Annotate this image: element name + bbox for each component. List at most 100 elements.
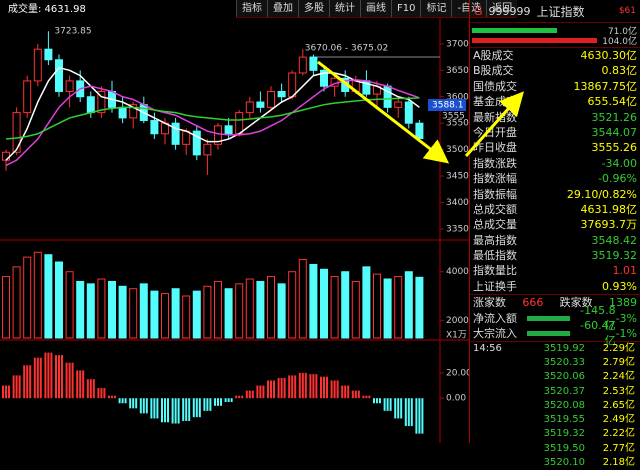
quote-row: 指数量比 1.01 (470, 263, 640, 278)
volume-bar (12, 266, 21, 339)
quote-row: 最新指数 3521.26 (470, 110, 640, 125)
quote-value: 29.10/0.82% (566, 187, 637, 201)
toolbar-button[interactable]: 指标 (236, 0, 267, 17)
quote-row: B股成交 0.83亿 (470, 63, 640, 78)
volume-bar (235, 283, 244, 339)
tick-price: 3519.92 (543, 342, 585, 354)
toolbar-button[interactable]: 返回 (486, 0, 517, 17)
volume-bar (44, 254, 53, 339)
price-marker: 3588.1 (432, 101, 464, 111)
candle-body (44, 48, 53, 61)
volume-bar (214, 280, 222, 339)
candle-body (415, 122, 424, 140)
quote-row: 最低指数 3519.32 (470, 248, 640, 263)
flow-pct: -3% (615, 311, 637, 325)
candle-body (404, 101, 413, 124)
quote-value: 4630.30亿 (580, 49, 638, 62)
volume-bar (65, 271, 74, 339)
quote-row: 国债成交 13867.75亿 (470, 79, 640, 94)
volume-bar (86, 283, 95, 339)
y-tick-label: 3600 (446, 92, 469, 102)
candle-body (171, 122, 180, 145)
candle-body (298, 56, 307, 74)
candle-body (203, 143, 212, 156)
volume-bar (341, 271, 350, 339)
candle-body (86, 96, 95, 114)
quote-label: 总成交量 (473, 218, 517, 232)
quote-value: 0.83亿 (601, 64, 638, 78)
quote-value: 655.54亿 (587, 95, 638, 109)
tick-time (473, 356, 523, 370)
y-tick-label: 3500 (446, 145, 469, 155)
breadth-label: 涨家数 (473, 296, 506, 310)
flow-value: -145.8亿 (580, 303, 616, 332)
tick-list: 14:56 3519.92 2.29亿 3520.33 2.79亿 3520.06 2.24… (470, 340, 640, 470)
candle-body (23, 80, 32, 114)
quote-label: 最高指数 (473, 233, 517, 247)
tick-volume: 2.79亿 (602, 356, 635, 368)
tick-price: 3520.06 (543, 371, 585, 383)
quote-row: 上证换手 0.93% (470, 279, 640, 294)
volume-bar (161, 293, 169, 339)
volume-bar (298, 259, 307, 339)
candle-body (394, 101, 403, 108)
candle-body (33, 48, 42, 82)
flow-label: 净流入额 (473, 312, 517, 326)
tick-row: 3520.08 2.65亿 (470, 399, 640, 413)
y-tick-label: 3350 (446, 224, 469, 234)
market-breadth: 涨家数 666 跌家数 1389 (470, 294, 640, 310)
tick-volume: 2.65亿 (602, 399, 635, 411)
tick-time (473, 399, 523, 413)
flow-bar (472, 28, 558, 33)
candle-body (118, 106, 127, 119)
tick-row: 3519.50 2.77亿 (470, 442, 640, 456)
quote-label: 最新指数 (473, 110, 517, 124)
candle-body (245, 101, 254, 114)
y-tick-label: 3650 (446, 66, 469, 76)
candle-body (351, 80, 360, 92)
quote-value: -34.00 (601, 156, 637, 170)
tick-time (473, 385, 523, 399)
quote-row: A股成交 4630.30亿 (470, 48, 640, 63)
toolbar-button[interactable]: 叠加 (267, 0, 298, 17)
y-tick-label: 3450 (446, 172, 469, 182)
quote-row: 最高指数 3548.42 (470, 233, 640, 248)
tick-row: 3520.10 2.18亿 (470, 456, 640, 470)
candle-body (309, 56, 318, 71)
quote-row: 总成交额 4631.98亿 (470, 202, 640, 217)
flow-bars: 71.0亿 104.0亿 (470, 23, 640, 48)
toolbar-button[interactable]: 统计 (329, 0, 360, 17)
toolbar-button[interactable]: 标记 (420, 0, 451, 17)
tick-time (473, 456, 523, 470)
quote-label: 指数振幅 (473, 187, 517, 201)
toolbar-button[interactable]: 多股 (298, 0, 329, 17)
volume-bar (224, 288, 233, 339)
y-tick-label: 20000 (446, 316, 470, 326)
flow-indicator (527, 315, 571, 321)
volume-bar (108, 280, 116, 339)
volume-bar (415, 276, 424, 339)
tick-price: 3520.37 (543, 385, 585, 397)
quote-value: 37693.7万 (580, 218, 638, 232)
quote-label: 指数涨跌 (473, 156, 517, 170)
volume-bar (320, 268, 328, 339)
volume-bar (33, 251, 42, 339)
tick-price: 3520.33 (543, 356, 585, 368)
quote-panel: G 999999 上证指数 $61 71.0亿 104.0亿 A股成交 4630.30亿 B股成… (469, 0, 640, 468)
quote-label: A股成交 (473, 49, 514, 62)
toolbar-button[interactable]: F10 (391, 0, 420, 17)
candle-body (150, 120, 159, 135)
quote-value: 3519.32 (591, 249, 638, 263)
volume-bar (351, 280, 360, 339)
tick-time: 14:56 (473, 342, 502, 354)
volume-bar (182, 295, 191, 339)
volume-bar (150, 290, 159, 339)
flow-pct: -1% (615, 326, 637, 340)
quote-value: 1.01 (612, 264, 638, 278)
tick-row: 3519.32 2.22亿 (470, 427, 640, 441)
toolbar-button[interactable]: 画线 (360, 0, 391, 17)
tick-row: 3519.55 2.49亿 (470, 413, 640, 427)
tag: $61 (618, 6, 636, 16)
quote-label: 昨日收盘 (473, 141, 517, 155)
